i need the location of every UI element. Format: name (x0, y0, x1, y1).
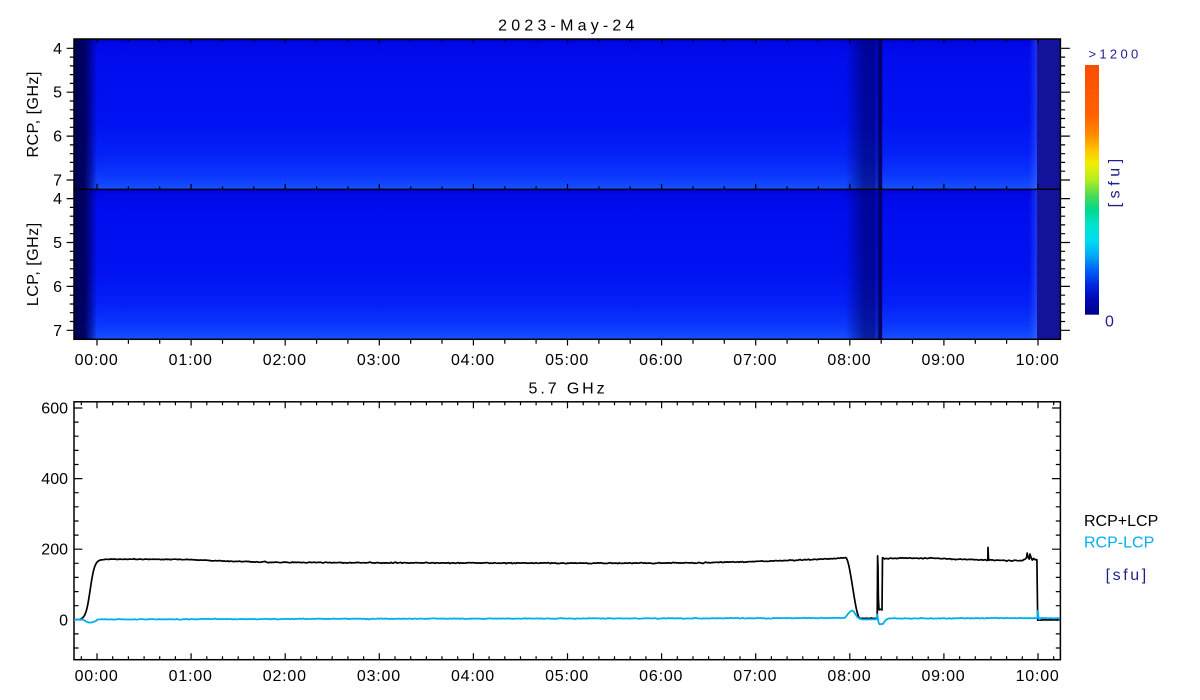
svg-text:03:00: 03:00 (357, 352, 401, 369)
svg-text:06:00: 06:00 (639, 352, 683, 369)
svg-text:07:00: 07:00 (733, 668, 777, 685)
svg-text:RCP-LCP: RCP-LCP (1084, 535, 1154, 552)
svg-text:09:00: 09:00 (921, 352, 965, 369)
svg-text:5: 5 (53, 235, 62, 252)
svg-text:6: 6 (53, 279, 62, 296)
svg-text:07:00: 07:00 (733, 352, 777, 369)
svg-text:05:00: 05:00 (545, 352, 589, 369)
svg-text:LCP, [GHz]: LCP, [GHz] (25, 222, 42, 306)
svg-text:600: 600 (41, 401, 68, 418)
svg-text:04:00: 04:00 (451, 352, 495, 369)
svg-text:[sfu]: [sfu] (1107, 154, 1124, 207)
svg-text:7: 7 (53, 173, 62, 190)
svg-text:09:00: 09:00 (921, 668, 965, 685)
svg-text:7: 7 (53, 323, 62, 340)
svg-text:5: 5 (53, 85, 62, 102)
svg-text:03:00: 03:00 (357, 668, 401, 685)
svg-text:>1200: >1200 (1089, 47, 1142, 62)
svg-text:02:00: 02:00 (263, 668, 307, 685)
svg-text:RCP+LCP: RCP+LCP (1084, 513, 1158, 530)
svg-text:4: 4 (53, 41, 62, 58)
svg-text:[sfu]: [sfu] (1106, 567, 1149, 584)
svg-text:400: 400 (41, 471, 68, 488)
svg-text:10:00: 10:00 (1016, 668, 1060, 685)
svg-text:04:00: 04:00 (451, 668, 495, 685)
svg-text:01:00: 01:00 (169, 668, 213, 685)
svg-text:05:00: 05:00 (545, 668, 589, 685)
svg-text:4: 4 (53, 191, 62, 208)
svg-text:00:00: 00:00 (75, 352, 119, 369)
svg-text:08:00: 08:00 (827, 668, 871, 685)
svg-text:0: 0 (59, 612, 68, 629)
svg-text:02:00: 02:00 (263, 352, 307, 369)
svg-text:RCP, [GHz]: RCP, [GHz] (25, 71, 42, 158)
svg-text:10:00: 10:00 (1016, 352, 1060, 369)
svg-text:5.7 GHz: 5.7 GHz (529, 381, 608, 398)
svg-text:2023-May-24: 2023-May-24 (498, 18, 638, 35)
svg-text:200: 200 (41, 542, 68, 559)
svg-text:06:00: 06:00 (639, 668, 683, 685)
svg-text:0: 0 (1105, 314, 1114, 331)
svg-text:08:00: 08:00 (827, 352, 871, 369)
svg-text:01:00: 01:00 (169, 352, 213, 369)
svg-text:00:00: 00:00 (75, 668, 119, 685)
svg-text:6: 6 (53, 129, 62, 146)
